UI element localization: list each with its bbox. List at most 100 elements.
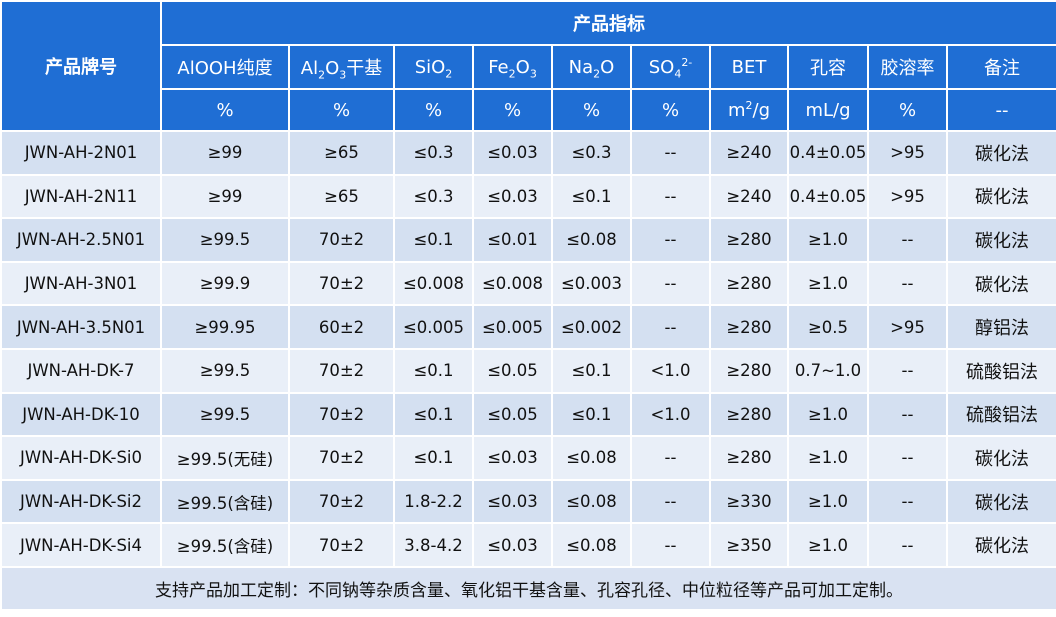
value-cell: --	[630, 435, 711, 481]
value-cell: ≥280	[709, 347, 789, 394]
product-grade-cell: JWN-AH-DK-10	[0, 391, 162, 438]
value-cell: --	[630, 217, 711, 263]
value-cell: --	[630, 260, 711, 307]
value-cell: ≤0.008	[393, 260, 474, 307]
value-cell: ≤0.3	[393, 130, 474, 176]
value-cell: ≥1.0	[787, 478, 869, 525]
value-cell: ≥1.0	[787, 522, 869, 568]
value-cell: 70±2	[288, 347, 395, 394]
customization-note: 支持产品加工定制：不同钠等杂质含量、氧化铝干基含量、孔容孔径、中位粒径等产品可加…	[0, 565, 1056, 611]
value-cell: ≤0.05	[472, 347, 553, 394]
value-cell: --	[867, 522, 948, 568]
value-cell: ≥65	[288, 173, 395, 220]
value-cell: ≤0.1	[551, 347, 632, 394]
value-cell: ≥99.95	[160, 304, 290, 350]
value-cell: --	[867, 478, 948, 525]
value-cell: --	[867, 347, 948, 394]
table-row: JWN-AH-2N01 ≥99 ≥65 ≤0.3 ≤0.03 ≤0.3 -- ≥240 0.4±…	[0, 130, 1056, 176]
value-cell: --	[867, 260, 948, 307]
value-cell: ≥99.5	[160, 347, 290, 394]
value-cell: 70±2	[288, 217, 395, 263]
product-grade-cell: JWN-AH-2N01	[0, 130, 162, 176]
value-cell: >95	[867, 304, 948, 350]
value-cell: ≥99.5(含硅)	[160, 478, 290, 525]
table-row: JWN-AH-2N11 ≥99 ≥65 ≤0.3 ≤0.03 ≤0.1 -- ≥240 0.4±…	[0, 173, 1056, 220]
remark-cell: 碳化法	[945, 522, 1056, 568]
value-cell: <1.0	[630, 347, 711, 394]
value-cell: ≥280	[709, 391, 789, 438]
unit-al2o3: %	[288, 88, 395, 132]
value-cell: ≤0.005	[393, 304, 474, 350]
table-row: JWN-AH-DK-Si0 ≥99.5(无硅) 70±2 ≤0.1 ≤0.03 ≤0.08…	[0, 435, 1056, 481]
remark-cell: 碳化法	[945, 435, 1056, 481]
value-cell: --	[867, 391, 948, 438]
value-cell: --	[630, 304, 711, 350]
col-header-fe2o3: Fe2O3	[472, 44, 553, 90]
value-cell: 60±2	[288, 304, 395, 350]
value-cell: >95	[867, 130, 948, 176]
value-cell: ≤0.1	[393, 435, 474, 481]
value-cell: ≤0.05	[472, 391, 553, 438]
value-cell: >95	[867, 173, 948, 220]
value-cell: 70±2	[288, 478, 395, 525]
col-header-pore-volume: 孔容	[787, 44, 869, 90]
value-cell: ≤0.03	[472, 130, 553, 176]
unit-na2o: %	[551, 88, 632, 132]
value-cell: ≥280	[709, 260, 789, 307]
table-row: JWN-AH-DK-7 ≥99.5 70±2 ≤0.1 ≤0.05 ≤0.1 <1.0 ≥28…	[0, 347, 1056, 394]
value-cell: ≥1.0	[787, 217, 869, 263]
value-cell: ≥99.5(含硅)	[160, 522, 290, 568]
value-cell: 70±2	[288, 391, 395, 438]
value-cell: ≥350	[709, 522, 789, 568]
value-cell: ≤0.3	[393, 173, 474, 220]
product-grade-cell: JWN-AH-2N11	[0, 173, 162, 220]
value-cell: 0.7~1.0	[787, 347, 869, 394]
remark-cell: 碳化法	[945, 478, 1056, 525]
unit-peptization: %	[867, 88, 948, 132]
table-row: JWN-AH-DK-10 ≥99.5 70±2 ≤0.1 ≤0.05 ≤0.1 <1.0 ≥2…	[0, 391, 1056, 438]
col-header-peptization: 胶溶率	[867, 44, 948, 90]
group-title: 产品指标	[159, 0, 1056, 46]
value-cell: ≤0.1	[393, 347, 474, 394]
value-cell: ≤0.03	[472, 522, 553, 568]
col-header-sio2: SiO2	[393, 44, 474, 90]
remark-cell: 硫酸铝法	[945, 391, 1056, 438]
value-cell: ≥0.5	[787, 304, 869, 350]
value-cell: ≤0.1	[393, 217, 474, 263]
value-cell: 3.8-4.2	[393, 522, 474, 568]
value-cell: ≤0.1	[551, 173, 632, 220]
value-cell: ≤0.08	[551, 435, 632, 481]
value-cell: 0.4±0.05	[787, 173, 869, 220]
remark-cell: 碳化法	[945, 173, 1056, 220]
value-cell: ≤0.08	[551, 217, 632, 263]
value-cell: ≤0.008	[472, 260, 553, 307]
value-cell: --	[630, 130, 711, 176]
product-grade-cell: JWN-AH-DK-7	[0, 347, 162, 394]
col-header-remarks: 备注	[945, 44, 1056, 90]
unit-bet: m2/g	[709, 88, 789, 132]
value-cell: ≥99.9	[160, 260, 290, 307]
value-cell: ≥1.0	[787, 260, 869, 307]
value-cell: ≤0.1	[393, 391, 474, 438]
value-cell: --	[630, 173, 711, 220]
value-cell: ≥280	[709, 304, 789, 350]
table-body: JWN-AH-2N01 ≥99 ≥65 ≤0.3 ≤0.03 ≤0.3 -- ≥240 0.4±…	[0, 130, 1056, 568]
value-cell: ≥240	[709, 130, 789, 176]
value-cell: ≥240	[709, 173, 789, 220]
col-header-alooh: AlOOH纯度	[160, 44, 290, 90]
value-cell: ≤0.08	[551, 522, 632, 568]
table-row: JWN-AH-3.5N01 ≥99.95 60±2 ≤0.005 ≤0.005 ≤0.00…	[0, 304, 1056, 350]
value-cell: ≥99	[160, 130, 290, 176]
value-cell: ≤0.3	[551, 130, 632, 176]
value-cell: ≤0.03	[472, 173, 553, 220]
value-cell: 70±2	[288, 522, 395, 568]
remark-cell: 碳化法	[945, 130, 1056, 176]
value-cell: <1.0	[630, 391, 711, 438]
value-cell: ≥99	[160, 173, 290, 220]
product-grade-cell: JWN-AH-DK-Si0	[0, 435, 162, 481]
unit-sio2: %	[393, 88, 474, 132]
value-cell: ≤0.005	[472, 304, 553, 350]
value-cell: ≥99.5	[160, 217, 290, 263]
product-grade-cell: JWN-AH-2.5N01	[0, 217, 162, 263]
value-cell: ≤0.003	[551, 260, 632, 307]
